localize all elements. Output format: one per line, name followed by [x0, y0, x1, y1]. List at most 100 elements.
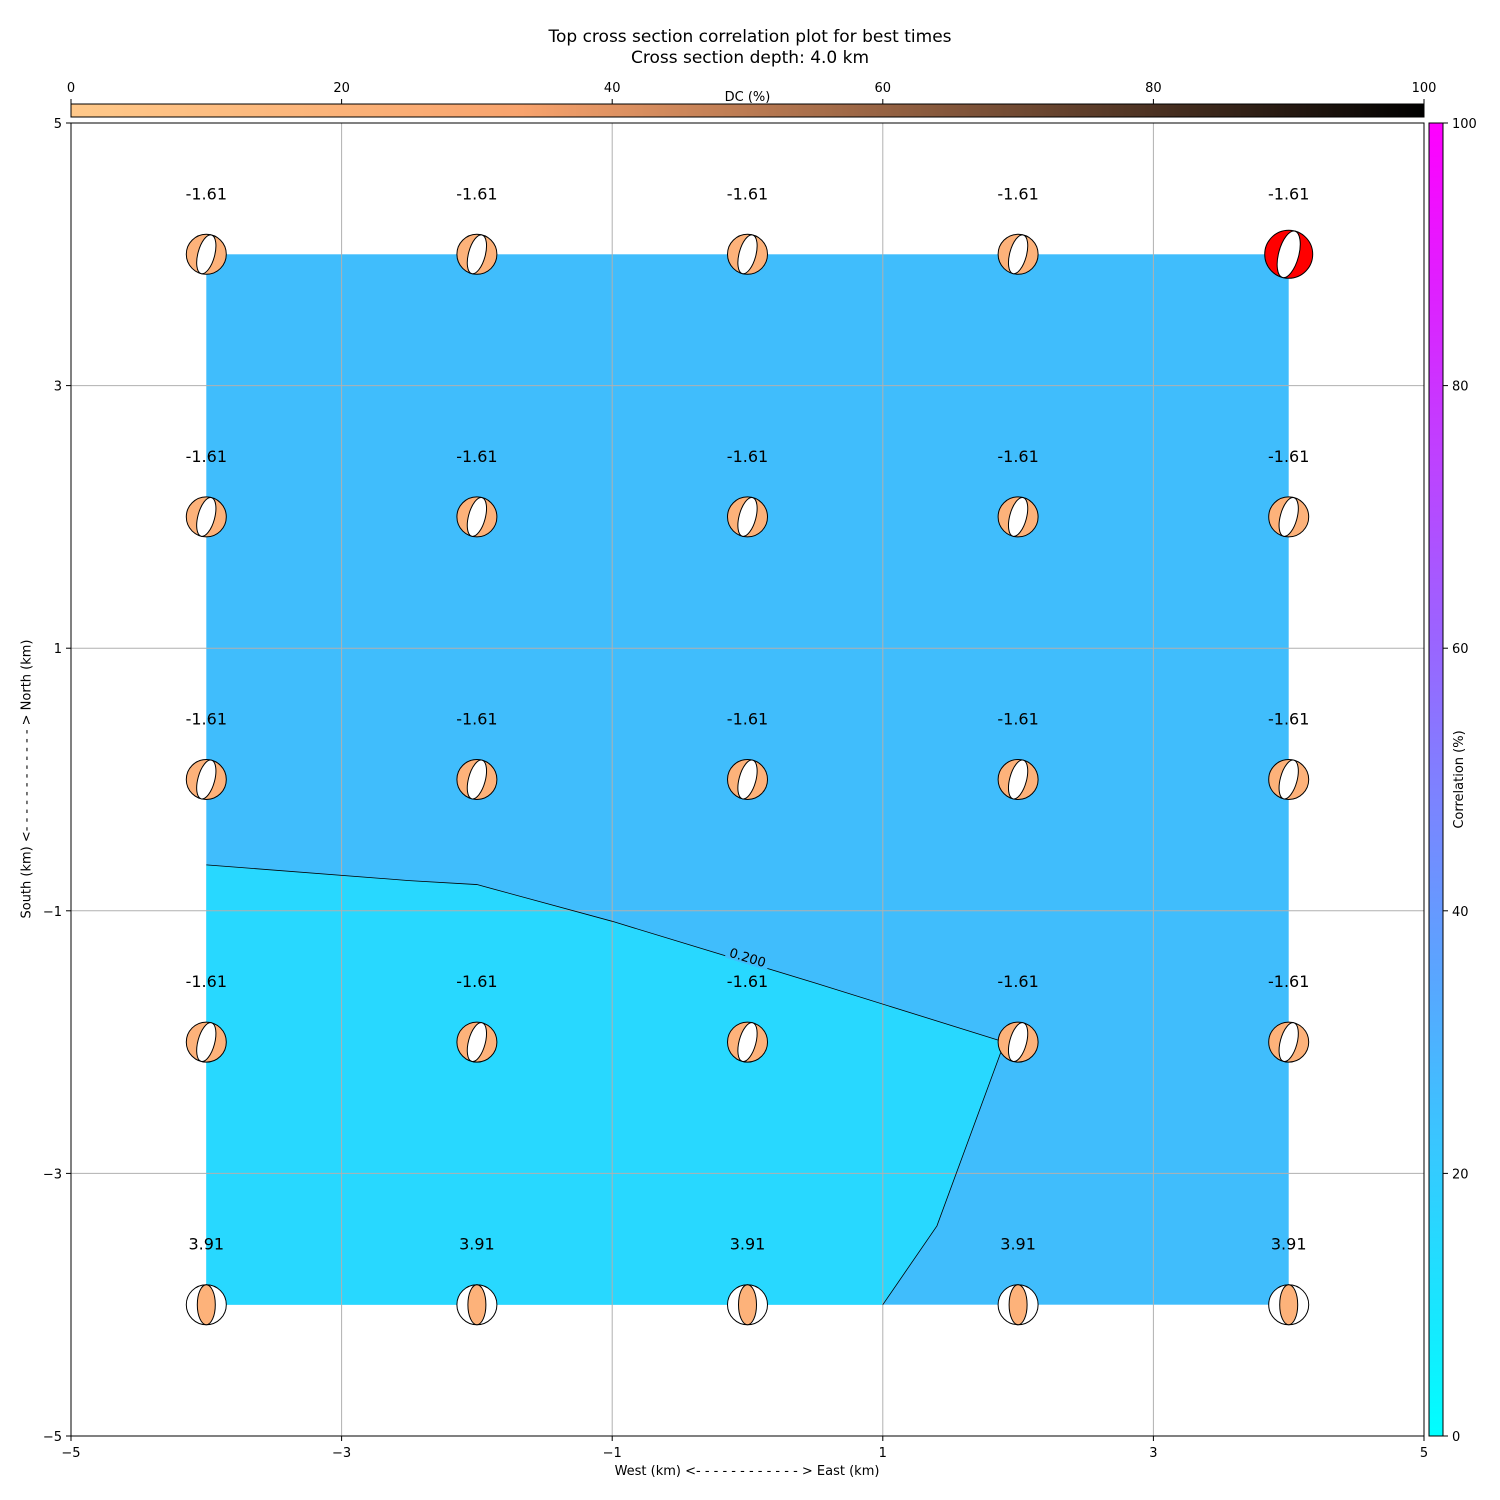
beachball [727, 759, 768, 800]
x-axis-label: West (km) <- - - - - - - - - - - - > Eas… [614, 1464, 880, 1479]
beachball-value-label: -1.61 [456, 710, 497, 729]
beachball [1268, 1021, 1310, 1063]
dc-tick-label: 40 [604, 81, 621, 96]
best-beachball [1264, 229, 1314, 279]
beachball-dilatation [196, 1022, 217, 1063]
beachball-value-label: 3.91 [1271, 1235, 1307, 1254]
beachball [185, 759, 227, 800]
beachball-value-label: 3.91 [730, 1235, 766, 1254]
beachball-dilatation [1007, 496, 1029, 537]
beachball-dilatation [1278, 759, 1299, 800]
beachball-value-label: -1.61 [186, 972, 227, 991]
correlation-colorbar-label: Correlation (%) [1452, 730, 1467, 828]
x-tick-label: −5 [61, 1446, 80, 1461]
beachball-compression [1279, 1284, 1299, 1326]
beachball [997, 1021, 1039, 1063]
beachball-dilatation [1007, 759, 1029, 800]
beachball-value-label: -1.61 [727, 447, 768, 466]
dc-colorbar [70, 103, 1425, 118]
beachball-value-label: -1.61 [1268, 447, 1309, 466]
beachball [727, 496, 768, 538]
beachball [997, 233, 1039, 275]
beachball [456, 496, 498, 538]
beachball-dilatation [466, 234, 488, 275]
x-tick-label: 1 [879, 1446, 887, 1461]
beachball-value-label: -1.61 [186, 184, 227, 203]
chart-subtitle: Cross section depth: 4.0 km [630, 48, 870, 68]
beachball-value-label: 3.91 [188, 1235, 224, 1254]
dc-colorbar-label: DC (%) [725, 90, 771, 105]
beachball [456, 1284, 498, 1326]
beachball-value-label: -1.61 [456, 972, 497, 991]
beachball [997, 496, 1039, 538]
dc-tick-label: 20 [333, 81, 350, 96]
beachball-value-label: 3.91 [1000, 1235, 1036, 1254]
beachball [185, 1021, 227, 1063]
beachball-dilatation [737, 234, 758, 275]
beachball-value-label: -1.61 [727, 710, 768, 729]
beachball-dilatation [466, 759, 488, 800]
correlation-tick-label: 100 [1452, 117, 1477, 132]
beachball-value-label: -1.61 [1268, 972, 1309, 991]
x-tick-label: −3 [332, 1446, 351, 1461]
beachball-dilatation [737, 759, 758, 800]
y-tick-label: 3 [54, 380, 62, 395]
chart-title: Top cross section correlation plot for b… [548, 27, 952, 47]
x-tick-label: 3 [1149, 1446, 1157, 1461]
beachball [727, 1021, 768, 1063]
contour-label-bg [724, 943, 772, 971]
beachball-value-label: -1.61 [456, 447, 497, 466]
beachball-dilatation [1278, 496, 1299, 537]
beachball [456, 233, 498, 275]
beachball-dilatation [466, 496, 488, 537]
beachball-dilatation [1007, 1022, 1029, 1063]
correlation-tick-label: 0 [1452, 1430, 1460, 1445]
correlation-colorbar [1428, 122, 1444, 1437]
beachball [456, 759, 498, 800]
y-tick-label: −5 [43, 1430, 62, 1445]
beachball-value-label: -1.61 [186, 710, 227, 729]
beachball [727, 233, 768, 275]
beachball [997, 759, 1039, 800]
beachball-compression [467, 1284, 487, 1326]
beachball-compression [1008, 1284, 1028, 1326]
beachball [1268, 496, 1310, 538]
beachball [185, 496, 227, 538]
beachball-value-label: -1.61 [997, 447, 1038, 466]
correlation-tick-label: 40 [1452, 905, 1469, 920]
beachball-compression [738, 1284, 757, 1326]
beachball-dilatation [1276, 230, 1301, 279]
beachball [997, 1284, 1039, 1326]
beachball-dilatation [1278, 1022, 1299, 1063]
beachball [185, 1284, 227, 1326]
dc-tick-label: 60 [875, 81, 892, 96]
beachball-dilatation [737, 496, 758, 537]
dc-tick-label: 100 [1412, 81, 1437, 96]
correlation-fill-low [206, 864, 1005, 1305]
contour-line [206, 864, 1006, 1305]
y-tick-label: 5 [54, 117, 62, 132]
beachball-compression [196, 1284, 216, 1326]
dc-tick-label: 80 [1145, 81, 1162, 96]
beachball-dilatation [1007, 234, 1029, 275]
beachball-dilatation [196, 234, 217, 275]
correlation-tick-label: 60 [1452, 642, 1469, 657]
beachball [1268, 759, 1310, 800]
beachball-value-label: -1.61 [456, 184, 497, 203]
beachball [1268, 1284, 1310, 1326]
beachball-value-label: -1.61 [1268, 184, 1309, 203]
beachball-dilatation [466, 1022, 488, 1063]
beachball [185, 233, 227, 275]
beachball-value-label: -1.61 [727, 972, 768, 991]
beachball-value-label: -1.61 [997, 184, 1038, 203]
dc-tick-label: 0 [67, 81, 75, 96]
y-axis-label: South (km) <- - - - - - - - - - - - > No… [19, 639, 35, 919]
beachball-value-label: -1.61 [1268, 710, 1309, 729]
beachball-value-label: -1.61 [727, 184, 768, 203]
plot-frame [70, 122, 1425, 1437]
beachball [727, 1284, 768, 1326]
beachball-dilatation [737, 1022, 758, 1063]
beachball-value-label: -1.61 [997, 710, 1038, 729]
x-tick-label: −1 [603, 1446, 622, 1461]
